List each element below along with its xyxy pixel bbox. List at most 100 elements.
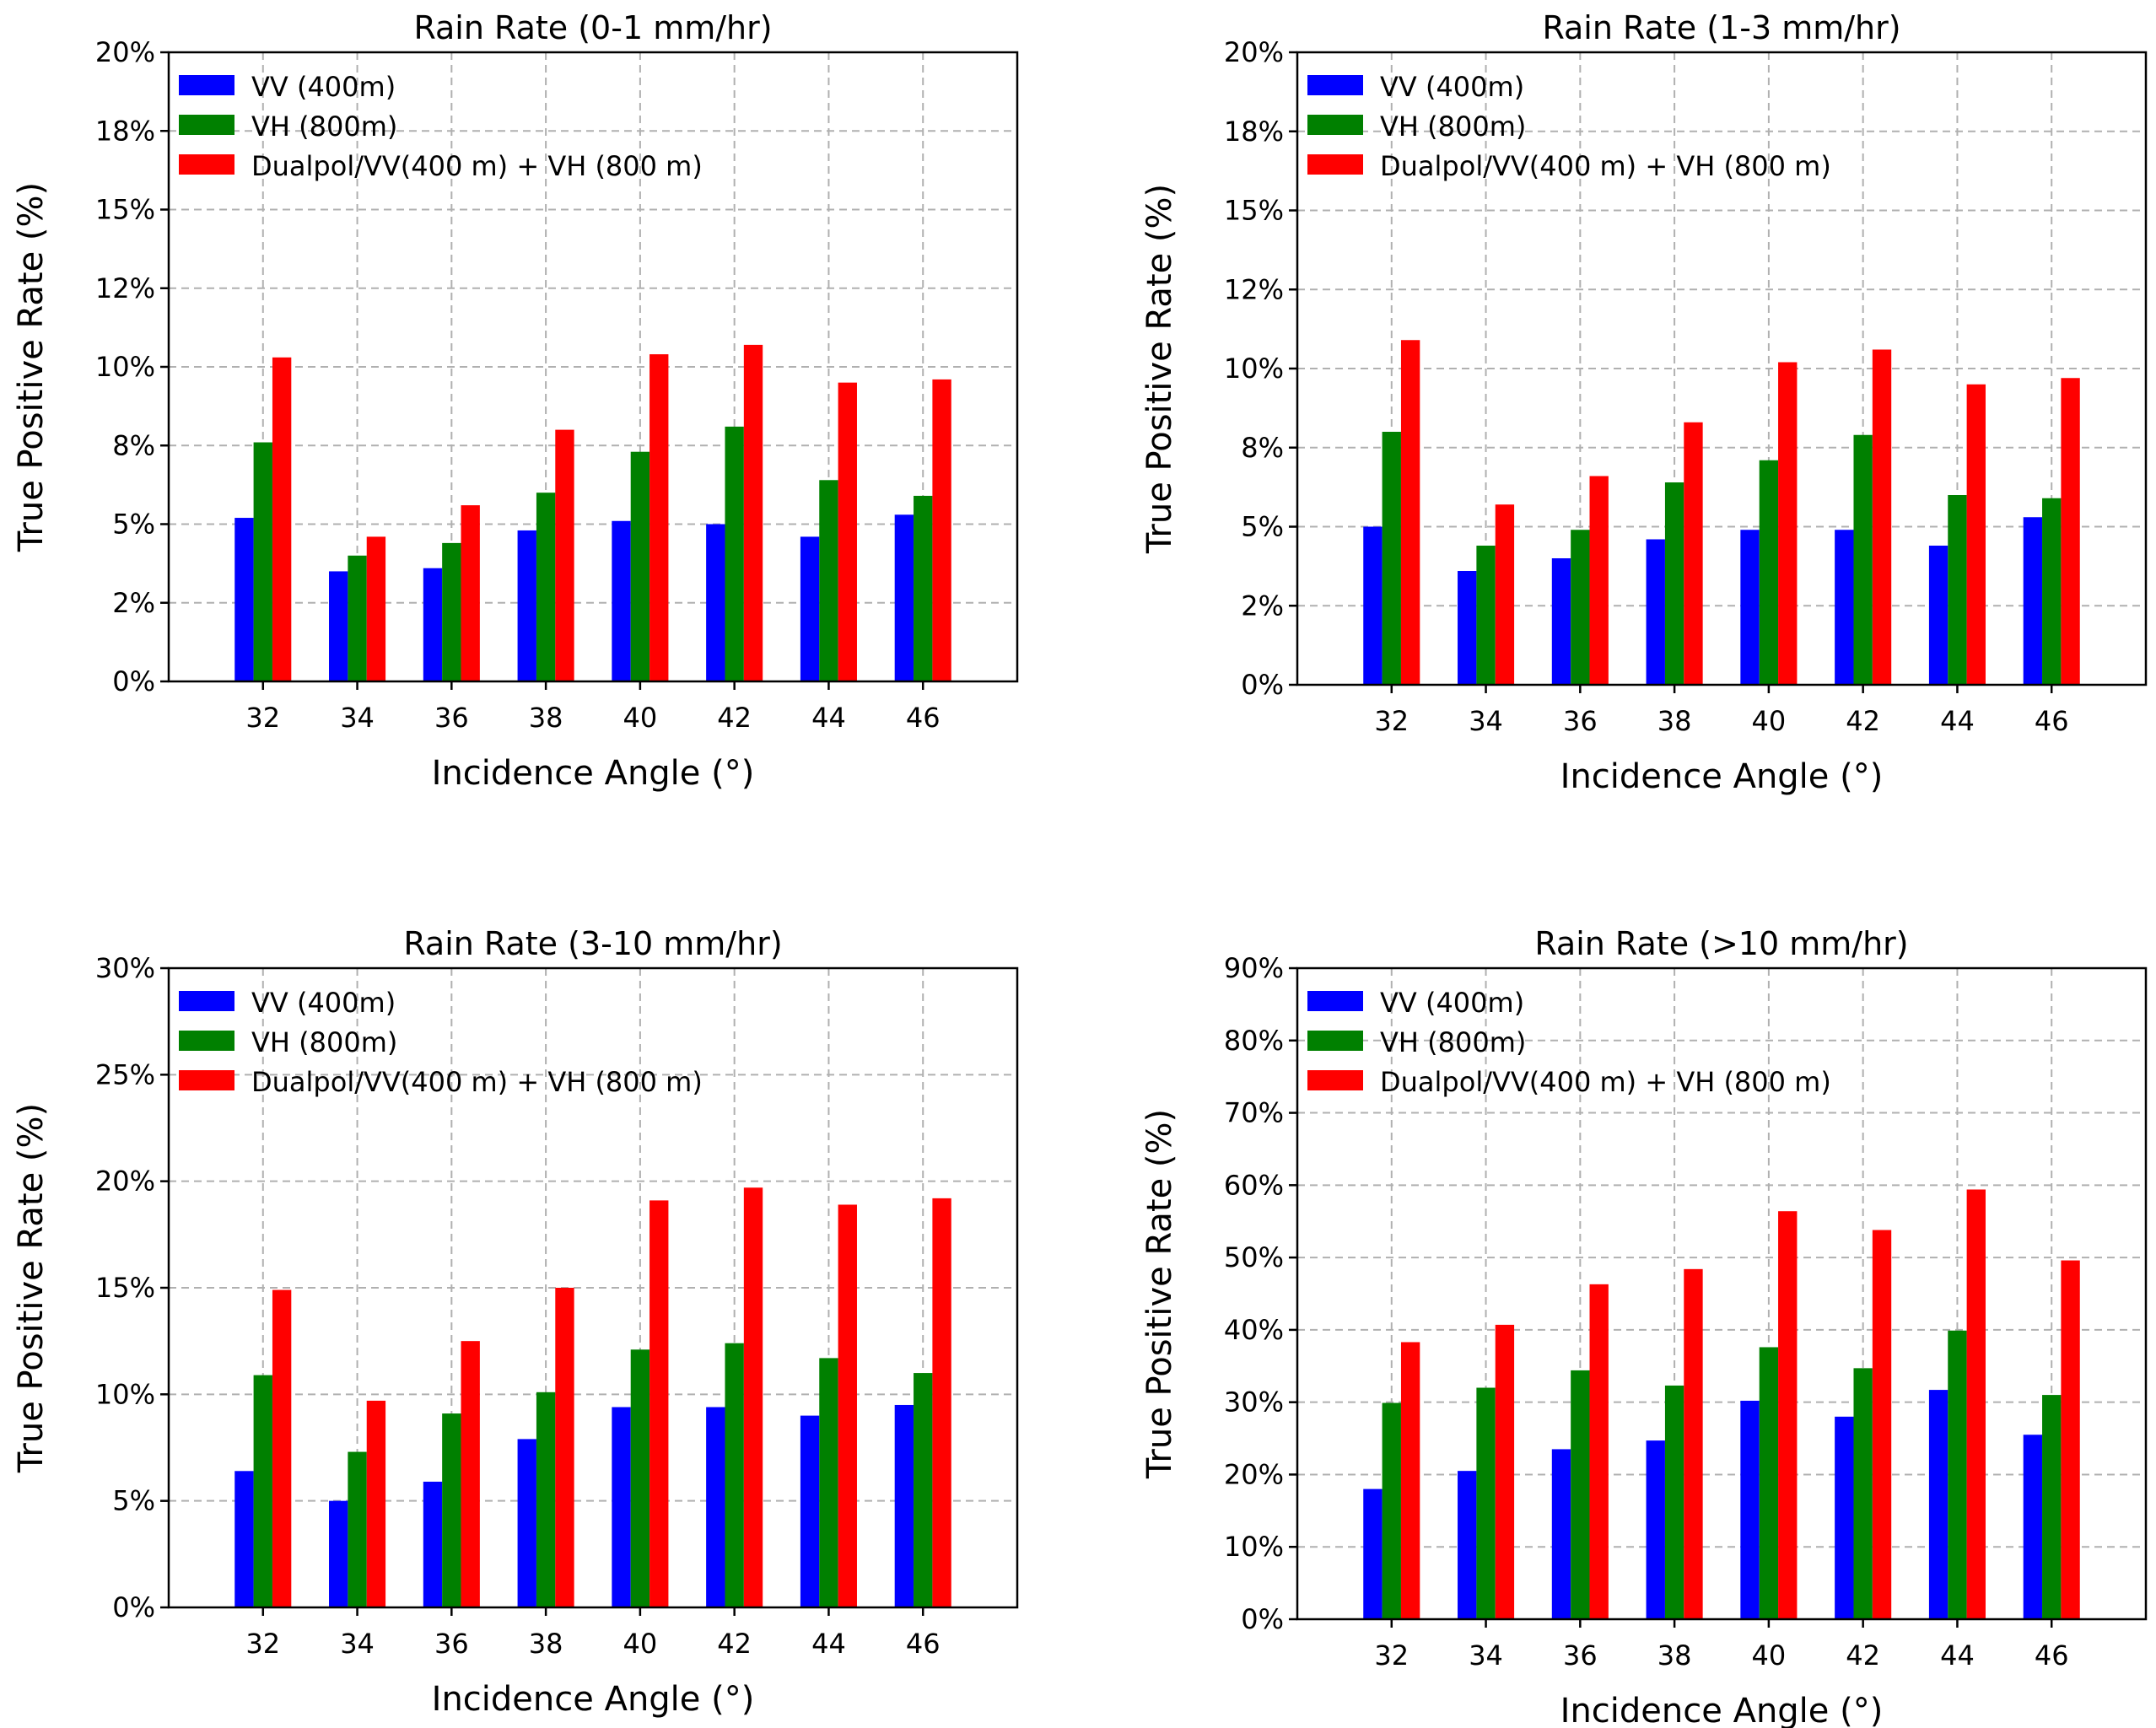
bar-dualpol-vv-400-m-vh-800-m-46 [932,379,951,681]
bar-dualpol-vv-400-m-vh-800-m-40 [1778,1211,1798,1619]
bar-vv-400m-40 [612,1407,631,1607]
bar-vh-800m-38 [1664,1385,1684,1619]
bar-vh-800m-36 [442,542,461,681]
legend-label: VH (800m) [1380,110,1526,143]
bar-vh-800m-32 [253,1375,272,1607]
y-tick-label: 20% [1224,36,1284,68]
bar-dualpol-vv-400-m-vh-800-m-46 [2061,378,2080,685]
bar-vv-400m-42 [1835,530,1854,685]
bar-vv-400m-46 [894,1404,914,1607]
bar-vv-400m-46 [2023,1435,2043,1619]
x-tick-label: 38 [529,1628,563,1660]
bar-dualpol-vv-400-m-vh-800-m-32 [272,357,292,681]
x-tick-label: 44 [811,1628,846,1660]
bar-dualpol-vv-400-m-vh-800-m-46 [2061,1260,2080,1619]
x-tick-label: 34 [1469,1639,1503,1671]
chart-title: Rain Rate (0-1 mm/hr) [413,9,772,46]
x-tick-label: 40 [623,702,658,734]
bar-vh-800m-38 [1664,482,1684,685]
legend: VV (400m) VH (800m) Dualpol/VV(400 m) + VH… [179,71,703,182]
bar-dualpol-vv-400-m-vh-800-m-32 [1400,1342,1420,1619]
y-tick-label: 2% [1241,589,1284,622]
bar-vv-400m-42 [706,524,725,681]
x-tick-label: 42 [717,1628,752,1660]
bar-dualpol-vv-400-m-vh-800-m-36 [461,1341,480,1607]
legend-label: VH (800m) [251,110,397,143]
bar-vh-800m-36 [442,1413,461,1607]
legend-swatch [1307,75,1363,95]
bar-vh-800m-38 [536,493,556,681]
chart-panel-2: 0% 2% 5% 8% 10% 12% 15% 18% 20% 32 34 36 38 40 42 44 46 R… [1140,9,2148,796]
y-tick-label: 30% [95,952,155,984]
bar-dualpol-vv-400-m-vh-800-m-32 [272,1289,292,1607]
bar-vv-400m-36 [1551,1449,1571,1619]
bar-vh-800m-46 [2042,1395,2062,1619]
legend-label: VH (800m) [1380,1026,1526,1058]
bar-vv-400m-34 [1458,571,1477,685]
x-axis-label: Incidence Angle (°) [1560,757,1884,796]
y-tick-label: 20% [1224,1458,1284,1490]
x-tick-label: 44 [1940,1639,1975,1671]
y-tick-label: 15% [95,194,155,226]
bar-vv-400m-44 [800,1415,820,1607]
legend-swatch [179,1031,234,1051]
legend-swatch [179,115,234,135]
y-tick-label: 12% [95,272,155,304]
bar-vv-400m-44 [800,536,820,681]
bar-vh-800m-46 [914,495,933,681]
legend-label: Dualpol/VV(400 m) + VH (800 m) [1380,150,1831,182]
bar-vh-800m-36 [1571,530,1590,685]
bar-dualpol-vv-400-m-vh-800-m-34 [366,1400,386,1607]
bar-vh-800m-32 [253,442,272,681]
legend-label: Dualpol/VV(400 m) + VH (800 m) [251,1066,703,1098]
x-tick-label: 40 [623,1628,658,1660]
x-tick-label: 36 [434,1628,469,1660]
bar-vh-800m-32 [1382,432,1401,685]
x-tick-label: 42 [1846,705,1880,737]
y-tick-label: 10% [1224,1531,1284,1563]
legend-swatch [179,154,234,175]
x-tick-label: 36 [1563,705,1598,737]
y-tick-label: 12% [1224,273,1284,305]
bar-dualpol-vv-400-m-vh-800-m-40 [649,354,669,681]
bar-dualpol-vv-400-m-vh-800-m-34 [1495,1324,1515,1619]
bar-dualpol-vv-400-m-vh-800-m-44 [1966,384,1986,685]
y-tick-label: 20% [95,36,155,68]
y-tick-label: 5% [112,509,155,541]
x-tick-label: 42 [717,702,752,734]
bar-dualpol-vv-400-m-vh-800-m-34 [366,536,386,681]
x-axis-label: Incidence Angle (°) [1560,1692,1884,1728]
x-tick-label: 32 [1374,705,1409,737]
y-tick-label: 8% [1241,432,1284,464]
bar-vv-400m-42 [1835,1416,1854,1619]
bar-vh-800m-40 [630,1349,650,1607]
bar-dualpol-vv-400-m-vh-800-m-38 [555,429,574,681]
legend-label: VV (400m) [1380,71,1524,103]
x-axis-label: Incidence Angle (°) [432,754,755,793]
legend: VV (400m) VH (800m) Dualpol/VV(400 m) + VH… [1307,71,1831,182]
bar-vh-800m-40 [1759,1347,1779,1619]
x-tick-label: 40 [1752,705,1787,737]
bar-vv-400m-46 [894,514,914,681]
x-tick-label: 36 [1563,1639,1598,1671]
x-tick-label: 46 [906,702,941,734]
bar-vv-400m-34 [329,1500,348,1607]
bar-vv-400m-44 [1928,546,1948,685]
y-tick-label: 18% [95,115,155,147]
bar-vv-400m-40 [1740,1400,1760,1619]
x-tick-label: 44 [811,702,846,734]
bar-vh-800m-40 [630,451,650,681]
bar-vv-400m-36 [423,568,443,681]
bar-vv-400m-36 [1551,558,1571,685]
bar-dualpol-vv-400-m-vh-800-m-32 [1400,340,1420,685]
legend-swatch [1307,1031,1363,1051]
y-tick-label: 15% [95,1272,155,1304]
x-tick-label: 38 [529,702,563,734]
bar-vh-800m-44 [819,1358,838,1607]
x-tick-label: 40 [1752,1639,1787,1671]
bar-dualpol-vv-400-m-vh-800-m-38 [555,1288,574,1607]
bar-vv-400m-34 [1458,1471,1477,1619]
x-tick-label: 46 [906,1628,941,1660]
legend-label: VH (800m) [251,1026,397,1058]
bar-vh-800m-44 [1948,495,1967,685]
